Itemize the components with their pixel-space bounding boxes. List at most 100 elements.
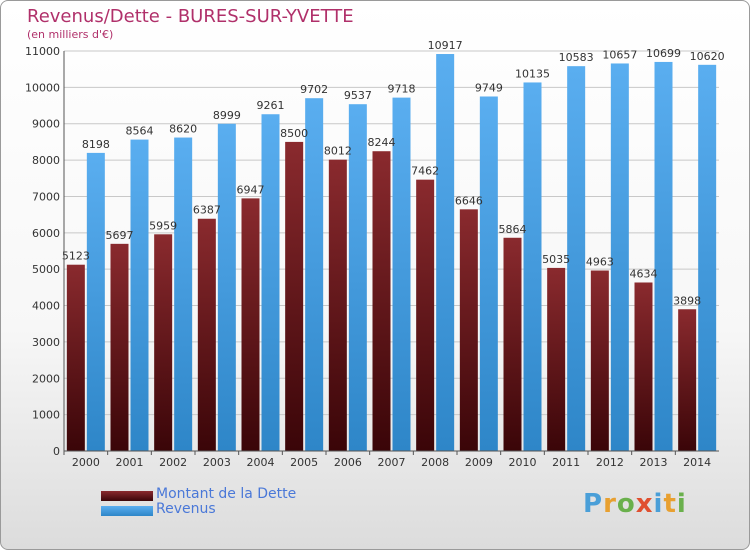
bar-revenus <box>130 139 149 451</box>
bar-debt <box>459 209 478 451</box>
data-label-debt: 5959 <box>149 219 177 232</box>
x-tick-label: 2006 <box>334 456 362 469</box>
legend-swatch-debt <box>101 491 153 501</box>
y-tick-label: 6000 <box>32 227 60 240</box>
data-label-debt: 7462 <box>411 165 439 178</box>
x-tick-label: 2007 <box>378 456 406 469</box>
legend-label-revenus: Revenus <box>156 501 216 517</box>
bar-debt <box>328 159 347 451</box>
bar-debt <box>197 218 216 451</box>
logo-letter: r <box>603 489 617 519</box>
logo-letter: t <box>663 489 677 519</box>
data-label-revenus: 8564 <box>126 125 154 138</box>
y-tick-label: 4000 <box>32 300 60 313</box>
y-tick-label: 10000 <box>25 81 60 94</box>
y-tick-label: 1000 <box>32 409 60 422</box>
data-label-revenus: 10620 <box>690 50 725 63</box>
data-label-revenus: 10583 <box>559 51 594 64</box>
bar-revenus <box>217 123 236 451</box>
data-label-revenus: 10135 <box>515 67 550 80</box>
data-label-revenus: 10917 <box>428 39 463 52</box>
data-label-debt: 5864 <box>499 223 527 236</box>
data-label-debt: 8012 <box>324 145 352 158</box>
data-label-revenus: 8999 <box>213 109 241 122</box>
x-tick-label: 2013 <box>640 456 668 469</box>
bar-debt <box>372 151 391 451</box>
y-tick-label: 2000 <box>32 372 60 385</box>
data-label-debt: 8500 <box>280 127 308 140</box>
y-tick-label: 8000 <box>32 154 60 167</box>
bar-revenus <box>261 114 280 452</box>
bar-debt <box>634 282 653 451</box>
bar-debt <box>66 264 85 451</box>
x-tick-label: 2003 <box>203 456 231 469</box>
data-label-debt: 6947 <box>237 183 265 196</box>
legend-label-debt: Montant de la Dette <box>156 486 297 502</box>
data-label-debt: 8244 <box>368 136 396 149</box>
data-label-debt: 6387 <box>193 204 221 217</box>
data-label-debt: 5697 <box>106 229 134 242</box>
bar-revenus <box>392 97 411 452</box>
data-label-revenus: 8620 <box>169 123 197 136</box>
bar-revenus <box>523 82 542 452</box>
x-tick-label: 2008 <box>421 456 449 469</box>
data-label-revenus: 9718 <box>388 83 416 96</box>
data-label-revenus: 9749 <box>475 81 503 94</box>
logo-letter: x <box>635 489 654 519</box>
bar-debt <box>503 237 522 451</box>
x-tick-label: 2014 <box>683 456 711 469</box>
y-tick-label: 5000 <box>32 263 60 276</box>
bar-revenus <box>698 64 717 451</box>
y-tick-label: 9000 <box>32 118 60 131</box>
data-label-revenus: 9261 <box>257 99 285 112</box>
bar-revenus <box>610 63 629 452</box>
x-tick-label: 2009 <box>465 456 493 469</box>
bar-revenus <box>348 104 367 451</box>
data-label-debt: 4634 <box>630 267 658 280</box>
bar-revenus <box>654 61 673 451</box>
bar-debt <box>547 267 566 451</box>
chart-subtitle: (en milliers d'€) <box>27 28 114 41</box>
bar-debt <box>416 179 435 451</box>
bar-revenus <box>436 54 455 451</box>
data-label-revenus: 9702 <box>300 83 328 96</box>
x-tick-label: 2010 <box>509 456 537 469</box>
bar-revenus <box>174 137 193 451</box>
y-tick-label: 7000 <box>32 190 60 203</box>
bar-revenus <box>479 96 498 451</box>
logo-letter: i <box>676 489 687 519</box>
data-label-debt: 5123 <box>62 250 90 263</box>
bar-revenus <box>305 98 324 451</box>
x-tick-label: 2011 <box>552 456 580 469</box>
x-tick-label: 2000 <box>72 456 100 469</box>
bar-debt <box>590 270 609 451</box>
y-tick-label: 11000 <box>25 45 60 58</box>
bar-revenus <box>86 152 105 451</box>
proxiti-logo: Proxiti <box>583 489 687 519</box>
data-label-debt: 5035 <box>542 253 570 266</box>
x-tick-label: 2004 <box>247 456 275 469</box>
chart-title: Revenus/Dette - BURES-SUR-YVETTE <box>27 6 354 27</box>
x-tick-label: 2005 <box>290 456 318 469</box>
x-tick-label: 2001 <box>116 456 144 469</box>
logo-letter: P <box>583 489 604 519</box>
legend-swatch-revenus <box>101 506 153 516</box>
data-label-revenus: 10657 <box>602 48 637 61</box>
data-label-debt: 4963 <box>586 256 614 269</box>
x-tick-label: 2012 <box>596 456 624 469</box>
bar-debt <box>154 234 173 451</box>
bar-debt <box>678 309 697 451</box>
bar-debt <box>110 243 129 451</box>
y-tick-label: 0 <box>53 445 60 458</box>
logo-letter: o <box>616 489 636 519</box>
bar-debt <box>285 141 304 451</box>
data-label-revenus: 8198 <box>82 138 110 151</box>
bar-revenus <box>567 66 586 451</box>
bar-debt <box>241 198 260 451</box>
data-label-debt: 3898 <box>673 294 701 307</box>
data-label-revenus: 9537 <box>344 89 372 102</box>
x-tick-label: 2002 <box>159 456 187 469</box>
logo-letter: i <box>653 489 664 519</box>
